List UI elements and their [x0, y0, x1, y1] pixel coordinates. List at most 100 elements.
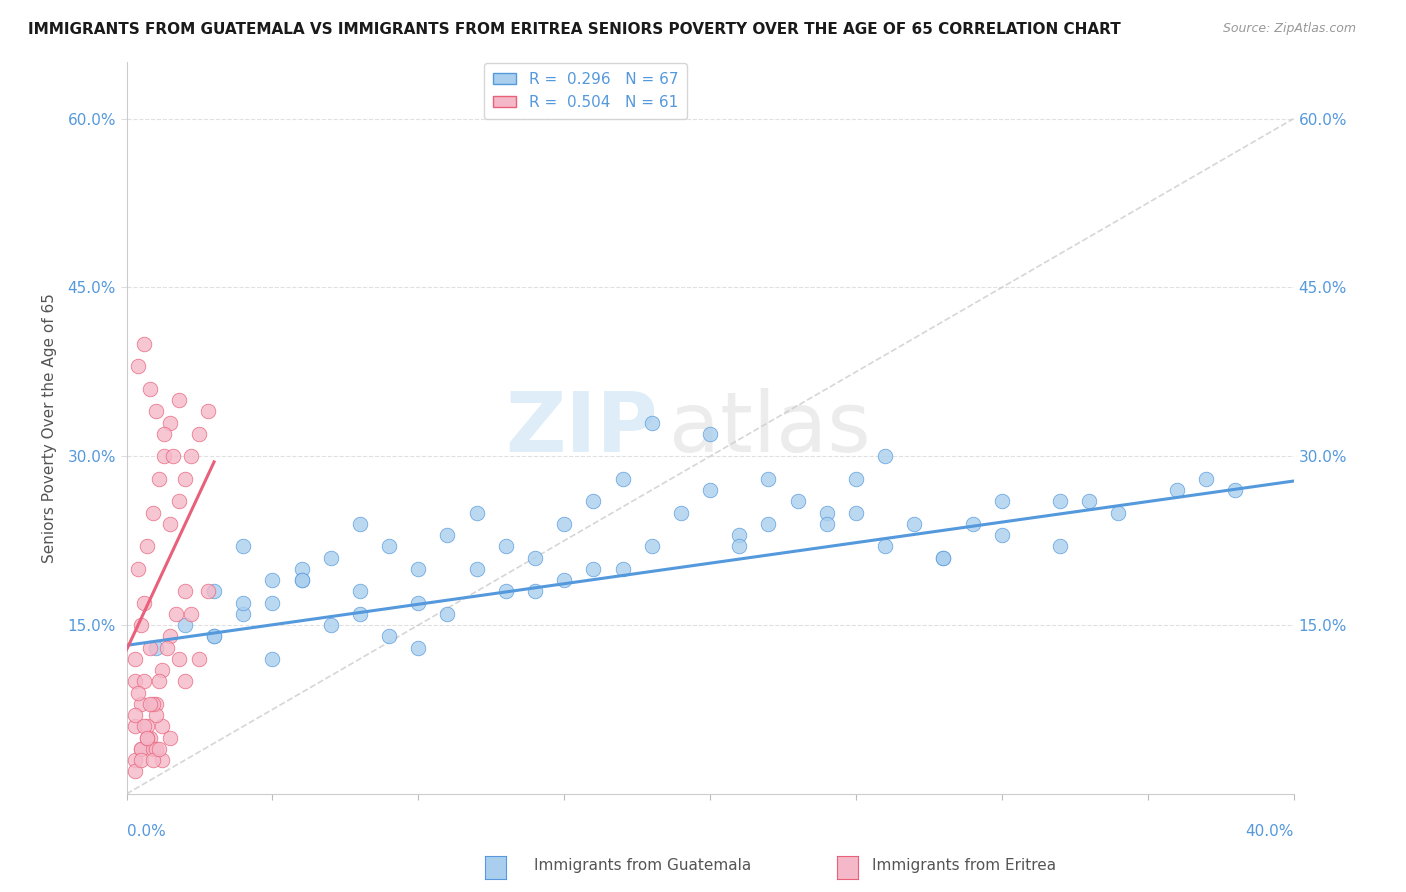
- Point: [232, 539, 254, 553]
- Point: [408, 562, 430, 576]
- Point: [669, 506, 692, 520]
- Point: [167, 392, 190, 407]
- Point: [180, 450, 202, 464]
- Point: [188, 426, 211, 441]
- Point: [156, 640, 179, 655]
- Point: [553, 573, 575, 587]
- Point: [436, 528, 458, 542]
- Point: [612, 472, 634, 486]
- Point: [174, 584, 197, 599]
- Point: [174, 472, 197, 486]
- Point: [932, 550, 955, 565]
- Point: [875, 450, 897, 464]
- Point: [1108, 506, 1130, 520]
- Point: [756, 472, 779, 486]
- Text: Source: ZipAtlas.com: Source: ZipAtlas.com: [1223, 22, 1357, 36]
- Text: Immigrants from Guatemala: Immigrants from Guatemala: [534, 858, 752, 872]
- Point: [202, 629, 225, 643]
- Point: [728, 539, 751, 553]
- Text: atlas: atlas: [669, 388, 870, 468]
- Point: [815, 516, 838, 531]
- Point: [582, 494, 605, 508]
- Point: [786, 494, 808, 508]
- Point: [145, 640, 167, 655]
- Text: Immigrants from Eritrea: Immigrants from Eritrea: [872, 858, 1056, 872]
- Point: [139, 731, 162, 745]
- Point: [1166, 483, 1188, 497]
- Point: [197, 404, 219, 418]
- Point: [124, 719, 146, 733]
- Point: [142, 753, 165, 767]
- Point: [262, 573, 284, 587]
- Point: [990, 528, 1012, 542]
- Point: [148, 742, 170, 756]
- Point: [132, 336, 155, 351]
- Point: [167, 494, 190, 508]
- Point: [142, 506, 165, 520]
- Point: [845, 506, 868, 520]
- Point: [1049, 539, 1071, 553]
- Text: 0.0%: 0.0%: [127, 824, 166, 838]
- Point: [202, 584, 225, 599]
- Point: [990, 494, 1012, 508]
- Point: [159, 516, 181, 531]
- Point: [640, 416, 664, 430]
- Point: [197, 584, 219, 599]
- Point: [167, 652, 190, 666]
- Text: ZIP: ZIP: [505, 388, 658, 468]
- Point: [875, 539, 897, 553]
- Point: [232, 596, 254, 610]
- Point: [145, 404, 167, 418]
- Point: [136, 731, 159, 745]
- Point: [145, 708, 167, 723]
- Point: [127, 562, 149, 576]
- Point: [153, 426, 176, 441]
- Point: [319, 550, 342, 565]
- Point: [319, 618, 342, 632]
- Legend: R =  0.296   N = 67, R =  0.504   N = 61: R = 0.296 N = 67, R = 0.504 N = 61: [484, 62, 688, 119]
- Point: [159, 416, 181, 430]
- Point: [202, 629, 225, 643]
- Point: [153, 450, 176, 464]
- Point: [124, 764, 146, 779]
- Point: [465, 562, 488, 576]
- Point: [124, 753, 146, 767]
- Point: [290, 573, 312, 587]
- Point: [524, 550, 547, 565]
- Point: [495, 584, 517, 599]
- Point: [165, 607, 187, 621]
- Point: [699, 426, 721, 441]
- Point: [756, 516, 779, 531]
- Point: [150, 663, 173, 677]
- Point: [290, 573, 312, 587]
- Point: [932, 550, 955, 565]
- Point: [136, 539, 159, 553]
- Point: [174, 618, 197, 632]
- Point: [349, 516, 371, 531]
- Point: [145, 697, 167, 711]
- Point: [1078, 494, 1101, 508]
- Point: [1195, 472, 1218, 486]
- Point: [132, 674, 155, 689]
- Point: [903, 516, 925, 531]
- Point: [129, 618, 152, 632]
- Point: [436, 607, 458, 621]
- Point: [136, 719, 159, 733]
- Point: [127, 359, 149, 374]
- Point: [129, 742, 152, 756]
- Point: [129, 697, 152, 711]
- Y-axis label: Seniors Poverty Over the Age of 65: Seniors Poverty Over the Age of 65: [42, 293, 56, 563]
- Point: [290, 562, 312, 576]
- Point: [148, 674, 170, 689]
- Point: [150, 753, 173, 767]
- Point: [127, 685, 149, 699]
- Point: [139, 697, 162, 711]
- Point: [180, 607, 202, 621]
- Point: [699, 483, 721, 497]
- Point: [124, 674, 146, 689]
- Point: [132, 596, 155, 610]
- Point: [232, 607, 254, 621]
- Point: [174, 674, 197, 689]
- Point: [132, 719, 155, 733]
- Point: [136, 731, 159, 745]
